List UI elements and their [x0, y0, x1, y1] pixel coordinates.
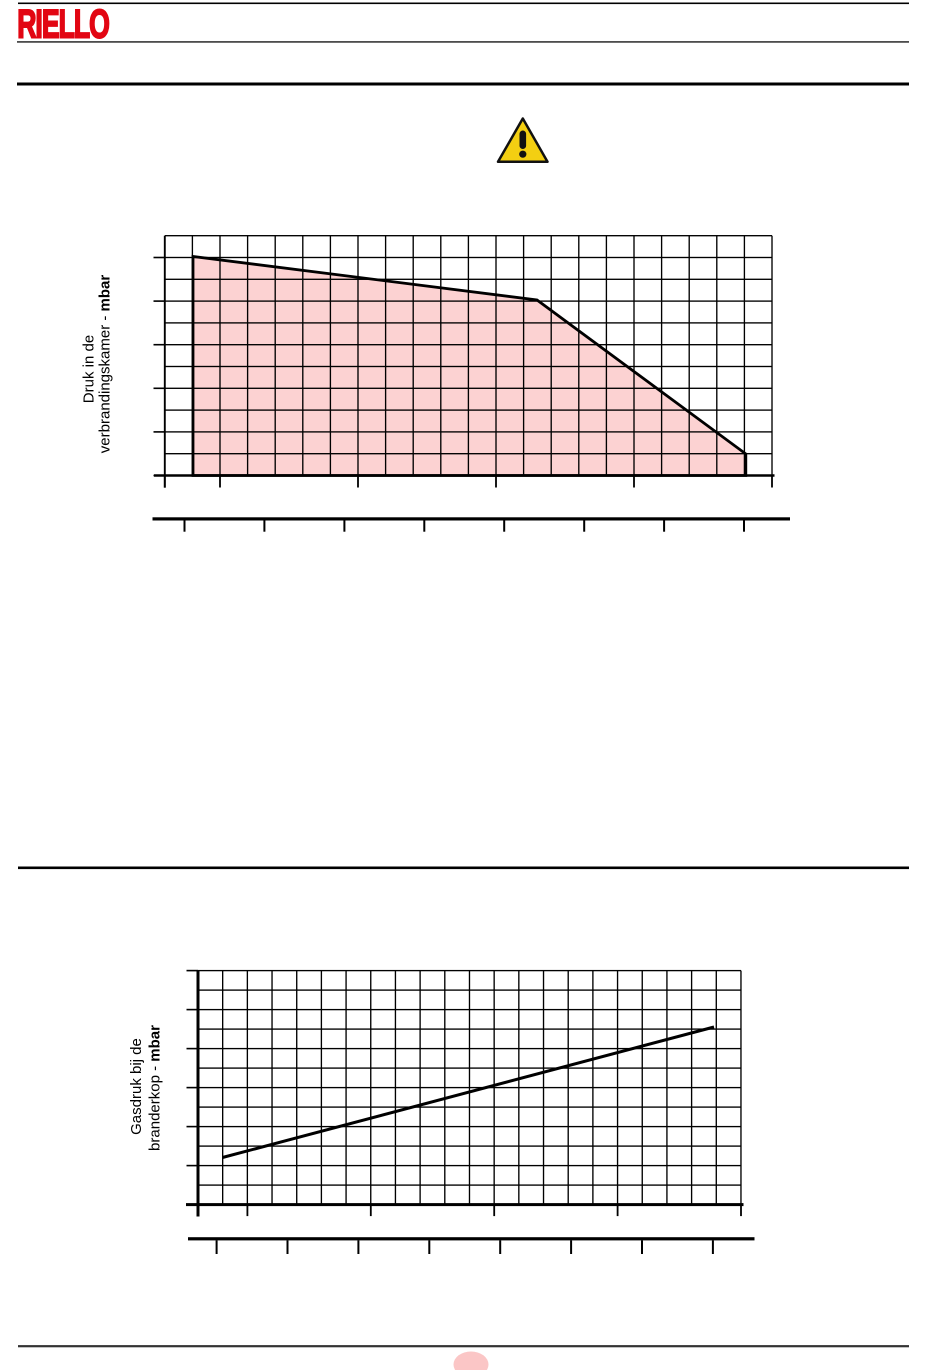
- svg-text:verbrandingskamer - mbar: verbrandingskamer - mbar: [97, 275, 114, 454]
- svg-text:branderkop - mbar: branderkop - mbar: [147, 1025, 164, 1151]
- svg-text:Druk in de: Druk in de: [81, 335, 98, 403]
- svg-text:Gasdruk bij de: Gasdruk bij de: [128, 1038, 145, 1135]
- svg-text:RIELLO: RIELLO: [17, 3, 109, 46]
